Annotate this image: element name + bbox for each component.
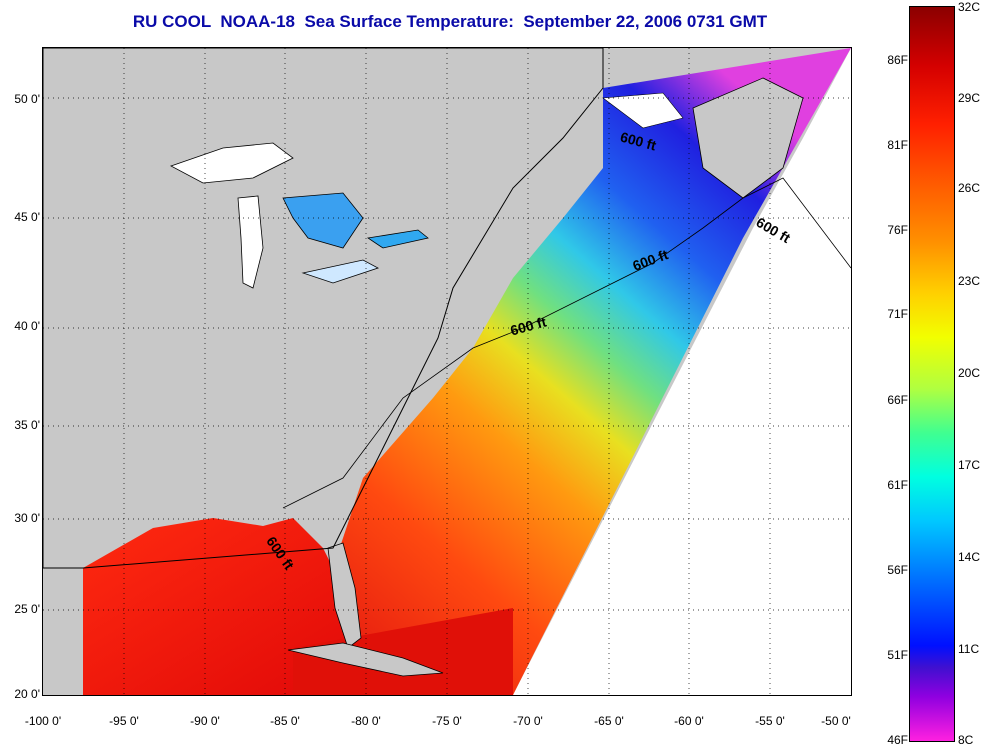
- anticosti: [602, 92, 684, 129]
- newfoundland: [692, 77, 804, 199]
- colorbar-f-label: 56F: [887, 563, 908, 577]
- lon-label: -100 0': [24, 714, 62, 728]
- colorbar-f-label: 46F: [887, 733, 908, 747]
- colorbar-c-label: 23C: [958, 274, 981, 288]
- coastline: [43, 48, 604, 569]
- colorbar-c-label: 29C: [958, 91, 981, 105]
- cuba: [287, 642, 444, 677]
- sst-map-canvas: [43, 48, 851, 695]
- lon-label: -60 0': [674, 714, 704, 728]
- colorbar-c-label: 8C: [958, 733, 974, 747]
- colorbar-f-label: 66F: [887, 393, 908, 407]
- isobath-600ft: [282, 177, 851, 509]
- lon-label: -70 0': [513, 714, 543, 728]
- florida: [327, 542, 362, 649]
- lon-label: -65 0': [594, 714, 624, 728]
- lat-label: 45 0': [14, 210, 40, 224]
- caribbean-sea: [293, 608, 513, 695]
- colorbar-f-label: 81F: [887, 138, 908, 152]
- lon-label: -90 0': [190, 714, 220, 728]
- map-title: RU COOL NOAA-18 Sea Surface Temperature:…: [132, 12, 768, 31]
- lon-label: -50 0': [821, 714, 851, 728]
- colorbar-f-label: 61F: [887, 478, 908, 492]
- colorbar-c-label: 11C: [958, 642, 980, 656]
- lat-label: 25 0': [14, 602, 40, 616]
- lon-label: -85 0': [270, 714, 300, 728]
- lon-label: -75 0': [432, 714, 462, 728]
- colorbar-f-label: 86F: [887, 53, 908, 67]
- lake-superior: [170, 142, 294, 184]
- lon-label: -55 0': [755, 714, 785, 728]
- no-data-region: [513, 48, 851, 695]
- lon-label: -80 0': [351, 714, 381, 728]
- lake-erie: [301, 259, 380, 284]
- sst-swath: [333, 48, 851, 695]
- lon-label: -95 0': [109, 714, 139, 728]
- lat-label: 40 0': [14, 319, 40, 333]
- temperature-colorbar: [909, 6, 955, 742]
- lake-michigan: [237, 195, 264, 289]
- colorbar-c-label: 20C: [958, 366, 981, 380]
- lat-label: 50 0': [14, 92, 40, 106]
- colorbar-f-label: 71F: [887, 307, 908, 321]
- lat-label: 30 0': [14, 511, 40, 525]
- colorbar-f-label: 76F: [887, 223, 908, 237]
- lake-ontario: [366, 229, 429, 249]
- colorbar-c-label: 14C: [958, 550, 981, 564]
- colorbar-c-label: 17C: [958, 458, 981, 472]
- lat-label: 35 0': [14, 418, 40, 432]
- colorbar-f-label: 51F: [887, 648, 908, 662]
- lat-label: 20 0': [14, 687, 40, 701]
- colorbar-c-label: 32C: [958, 0, 981, 14]
- colorbar-c-label: 26C: [958, 181, 981, 195]
- lake-huron: [282, 192, 364, 249]
- sst-map: [42, 47, 852, 696]
